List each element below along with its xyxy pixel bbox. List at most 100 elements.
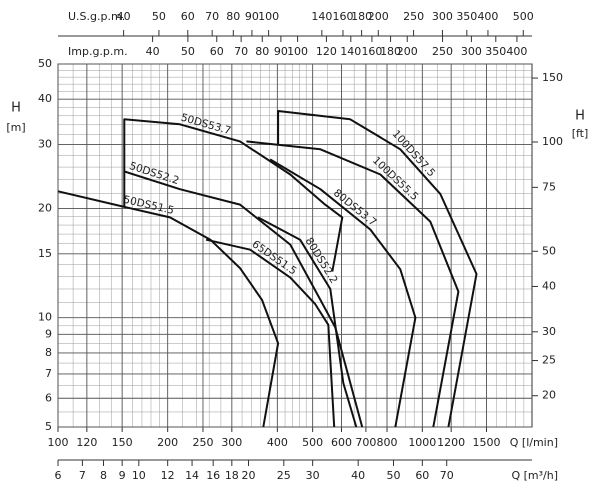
- pump-curve: [277, 110, 478, 428]
- y2-tick-label: 30: [542, 325, 556, 338]
- x-axis-label: Q [l/min]: [510, 436, 558, 449]
- pump-curve: [257, 216, 358, 428]
- x-tick-label: 500: [302, 436, 323, 449]
- x3-tick-label: 350: [456, 10, 477, 23]
- x2-tick-label: 8: [100, 469, 107, 482]
- x2-tick-label: 60: [415, 469, 429, 482]
- x2-axis-label: Q [m³/h]: [511, 469, 558, 482]
- y-axis-unit: [m]: [6, 121, 25, 134]
- x4-tick-label: 80: [255, 45, 269, 58]
- x4-tick-label: 120: [316, 45, 337, 58]
- x-tick-label: 700: [355, 436, 376, 449]
- y-tick-label: 8: [45, 346, 52, 359]
- x4-tick-label: 300: [461, 45, 482, 58]
- x2-tick-label: 50: [386, 469, 400, 482]
- x-tick-label: 1000: [408, 436, 436, 449]
- x3-tick-label: 180: [351, 10, 372, 23]
- curve-label: 50DS52.2: [128, 160, 181, 187]
- x4-tick-label: 40: [146, 45, 160, 58]
- y-tick-label: 7: [45, 367, 52, 380]
- x2-tick-label: 30: [306, 469, 320, 482]
- curve-label: 65DS51.5: [250, 238, 299, 277]
- y2-tick-label: 75: [542, 180, 556, 193]
- x3-tick-label: 400: [477, 10, 498, 23]
- x4-tick-label: 50: [181, 45, 195, 58]
- x3-tick-label: 300: [432, 10, 453, 23]
- x-tick-label: 150: [112, 436, 133, 449]
- x-tick-label: 800: [377, 436, 398, 449]
- x4-tick-label: 250: [432, 45, 453, 58]
- y2-tick-label: 40: [542, 279, 556, 292]
- pump-curve: [57, 190, 280, 428]
- y-tick-label: 50: [38, 57, 52, 70]
- x2-tick-label: 9: [119, 469, 126, 482]
- x4-tick-label: 200: [397, 45, 418, 58]
- x2-tick-label: 14: [185, 469, 199, 482]
- y2-axis-unit: [ft]: [572, 127, 589, 140]
- x-tick-label: 100: [48, 436, 69, 449]
- x-tick-label: 1500: [472, 436, 500, 449]
- x2-tick-label: 7: [79, 469, 86, 482]
- x-tick-label: 120: [76, 436, 97, 449]
- y-tick-label: 40: [38, 92, 52, 105]
- x3-tick-label: 60: [181, 10, 195, 23]
- y-tick-label: 10: [38, 311, 52, 324]
- x2-tick-label: 18: [225, 469, 239, 482]
- x-tick-label: 250: [192, 436, 213, 449]
- x3-tick-label: 70: [205, 10, 219, 23]
- y-tick-label: 20: [38, 201, 52, 214]
- x2-tick-label: 10: [132, 469, 146, 482]
- pump-curve: [246, 140, 460, 428]
- y2-tick-label: 50: [542, 244, 556, 257]
- x4-tick-label: 400: [506, 45, 527, 58]
- x4-tick-label: 90: [274, 45, 288, 58]
- y2-tick-label: 25: [542, 354, 556, 367]
- y-tick-label: 9: [45, 327, 52, 340]
- x3-tick-label: 40: [117, 10, 131, 23]
- x2-tick-label: 40: [351, 469, 365, 482]
- x3-tick-label: 200: [368, 10, 389, 23]
- y2-tick-label: 20: [542, 389, 556, 402]
- x3-tick-label: 160: [332, 10, 353, 23]
- y-axis-label: H: [11, 101, 21, 116]
- x-tick-label: 600: [331, 436, 352, 449]
- x2-tick-label: 6: [55, 469, 62, 482]
- pump-curve: [123, 118, 344, 272]
- x4-tick-label: 100: [287, 45, 308, 58]
- x4-axis-label: Imp.g.p.m.: [68, 45, 128, 58]
- x4-tick-label: 350: [485, 45, 506, 58]
- x3-tick-label: 250: [403, 10, 424, 23]
- x4-tick-label: 180: [380, 45, 401, 58]
- x3-tick-label: 90: [245, 10, 259, 23]
- x2-tick-label: 16: [206, 469, 220, 482]
- x2-tick-label: 70: [440, 469, 454, 482]
- x4-tick-label: 140: [340, 45, 361, 58]
- x-tick-label: 1200: [437, 436, 465, 449]
- y2-tick-label: 100: [542, 135, 563, 148]
- x3-tick-label: 500: [513, 10, 534, 23]
- y-tick-label: 6: [45, 391, 52, 404]
- x-tick-label: 400: [267, 436, 288, 449]
- x3-tick-label: 50: [152, 10, 166, 23]
- x-tick-label: 300: [221, 436, 242, 449]
- x3-tick-label: 80: [226, 10, 240, 23]
- x-tick-label: 200: [157, 436, 178, 449]
- y2-tick-label: 150: [542, 71, 563, 84]
- x3-tick-label: 140: [311, 10, 332, 23]
- x2-tick-label: 25: [277, 469, 291, 482]
- y2-axis-label: H: [575, 109, 585, 124]
- pump-curve: [123, 170, 364, 428]
- pump-curve: [205, 238, 336, 428]
- x2-tick-label: 20: [241, 469, 255, 482]
- x4-tick-label: 160: [361, 45, 382, 58]
- plot-frame: [57, 63, 533, 428]
- x4-tick-label: 60: [210, 45, 224, 58]
- curve-label: 50DS53.7: [179, 112, 232, 138]
- x2-tick-label: 12: [161, 469, 175, 482]
- y-tick-label: 5: [45, 420, 52, 433]
- y-tick-label: 15: [38, 247, 52, 260]
- x3-axis-label: U.S.g.p.m.: [68, 10, 125, 23]
- y-tick-label: 30: [38, 138, 52, 151]
- x4-tick-label: 70: [234, 45, 248, 58]
